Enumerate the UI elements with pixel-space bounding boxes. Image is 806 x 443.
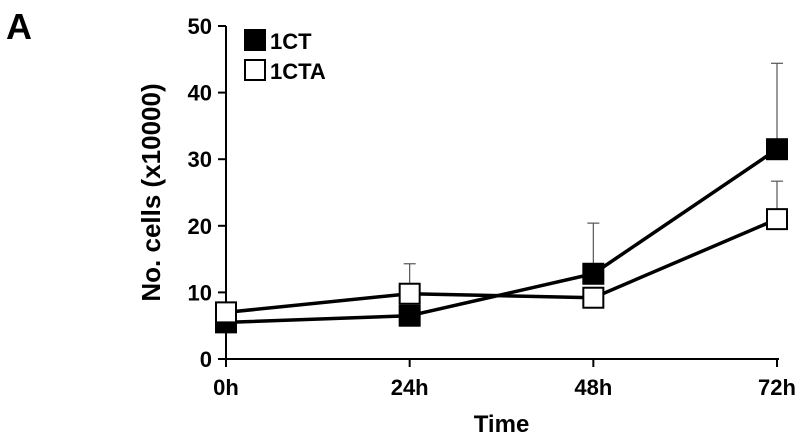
data-point-open — [582, 286, 605, 309]
x-tick-label: 0h — [213, 375, 239, 400]
y-tick-label: 50 — [188, 14, 212, 39]
series-line — [225, 217, 778, 315]
legend-label: 1CT — [270, 29, 312, 54]
y-tick-label: 0 — [200, 347, 212, 372]
data-point-open — [215, 301, 237, 324]
panel-label: A — [6, 6, 32, 47]
y-tick-label: 20 — [188, 214, 212, 239]
x-tick-label: 48h — [574, 375, 612, 400]
y-axis-label: No. cells (x10000) — [136, 83, 166, 301]
legend-swatch — [244, 29, 266, 51]
series-lines — [225, 147, 778, 325]
error-bars — [220, 62, 783, 323]
data-point-open — [766, 208, 788, 231]
x-tick-label: 72h — [758, 375, 796, 400]
data-point-filled — [398, 304, 421, 327]
legend-swatch — [244, 59, 266, 81]
data-point-filled — [766, 138, 788, 161]
data-point-open — [398, 282, 421, 305]
axes: 0 10 20 30 40 50 0h 24h 48h 72h — [188, 14, 796, 400]
data-point-filled — [582, 262, 605, 285]
x-axis-label: Time — [474, 411, 530, 438]
y-tick-label: 40 — [188, 81, 212, 106]
legend-label: 1CTA — [270, 59, 326, 84]
series-markers — [215, 138, 788, 334]
y-tick-label: 30 — [188, 147, 212, 172]
x-tick-label: 24h — [391, 375, 429, 400]
legend: 1CT 1CTA — [244, 29, 326, 84]
y-tick-label: 10 — [188, 280, 212, 305]
